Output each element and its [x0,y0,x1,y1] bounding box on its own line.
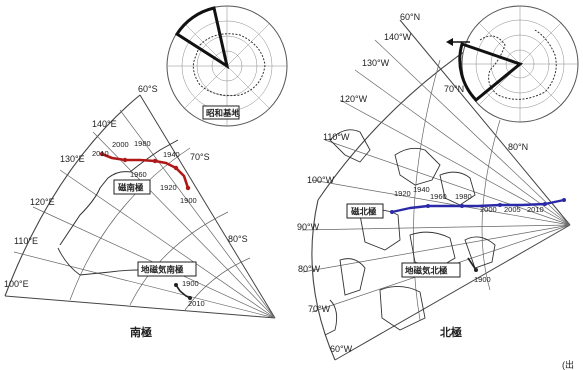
south-geo-point-1900 [174,283,178,287]
north-latitude-60n: 60°N [400,12,420,22]
south-geomagnetic-pole-box [137,261,197,277]
south-geomagnetic-pole-label: 地磁気南極 [141,265,184,275]
south-magnetic-pole-label: 磁南極 [118,183,144,193]
north-meridian-100w: 100°W [307,175,335,185]
south-geomagnetic-track [175,284,191,299]
north-year-2000: 2000 [480,205,497,214]
south-latitude-60s: 60°S [138,84,158,94]
south-inset-label-box [202,105,240,120]
north-edge-bottom [334,224,571,361]
north-edge-top [399,19,571,226]
north-year-1940: 1940 [413,185,430,194]
south-year-1960: 1960 [130,170,147,179]
south-meridian-130e: 130°E [60,154,85,164]
south-meridian-110e: 110°E [14,236,38,246]
north-geo-year-1900: 1900 [474,275,491,284]
north-magnetic-pole-box [346,203,384,219]
south-meridian-100e: 100°E [4,279,29,289]
south-latitudes [69,147,251,311]
north-meridian-140w: 140°W [384,32,412,42]
north-inset-globe [446,5,579,123]
north-geomagnetic-pole-box [401,262,461,278]
south-caption: 南極 [130,325,152,339]
north-latitude-70n: 70°N [444,84,464,94]
south-year-2010: 2010 [92,149,109,158]
north-meridian-80w: 80°W [298,264,321,274]
south-outer-arc [4,94,141,297]
south-track-points [99,151,191,191]
north-meridian-130w: 130°W [362,58,390,68]
north-meridian-90w: 90°W [297,222,320,232]
south-year-1920: 1920 [160,183,177,192]
north-year-2010: 2010 [527,205,544,214]
north-latitude-80n: 80°N [508,142,528,152]
south-year-1980: 1980 [134,139,151,148]
south-year-2000: 2000 [112,140,129,149]
south-year-1900: 1900 [180,196,197,205]
north-latitudes [413,59,501,321]
south-geo-year-1900: 1900 [182,279,199,288]
north-coastlines [324,129,496,336]
north-meridian-120w: 120°W [340,94,368,104]
north-year-1920: 1920 [394,189,411,198]
north-meridian-60w: 60°W [330,344,353,354]
south-geo-point-2010 [188,296,192,300]
south-panel: 100°E 110°E 120°E 130°E 140°E 60°S 70°S … [4,5,288,339]
north-meridian-110w: 110°W [323,132,350,142]
south-inset-globe [166,5,288,127]
north-year-2005: 2005 [504,205,521,214]
north-outer-arc-left [311,199,336,361]
north-meridian-70w: 70°W [308,304,331,314]
south-coastline [59,139,179,246]
north-year-1980: 1980 [455,192,472,201]
north-magnetic-track [390,198,566,214]
south-year-1940: 1940 [163,150,180,159]
south-edge-bottom [4,295,276,319]
north-geomagnetic-track [467,257,477,271]
south-edge-top [139,94,276,319]
footer-fragment: (出 [562,359,574,370]
south-meridian-120e: 120°E [30,197,55,207]
south-inset-label: 昭和基地 [206,108,241,118]
north-caption: 北極 [440,325,462,339]
north-track-points [390,198,566,214]
south-geo-year-2010: 2010 [188,299,205,308]
north-geo-point-1900 [474,268,478,272]
north-panel: 60°N 140°W 130°W 120°W 110°W 100°W 90°W … [297,5,579,361]
south-latitude-80s: 80°S [228,234,248,244]
south-magnetic-pole-box [113,179,151,195]
north-year-1960: 1960 [430,192,447,201]
south-meridian-140e: 140°E [92,119,117,129]
south-latitude-70s: 70°S [190,152,210,162]
north-geomagnetic-pole-label: 地磁気北極 [405,266,448,276]
north-magnetic-pole-label: 磁北極 [351,207,377,217]
